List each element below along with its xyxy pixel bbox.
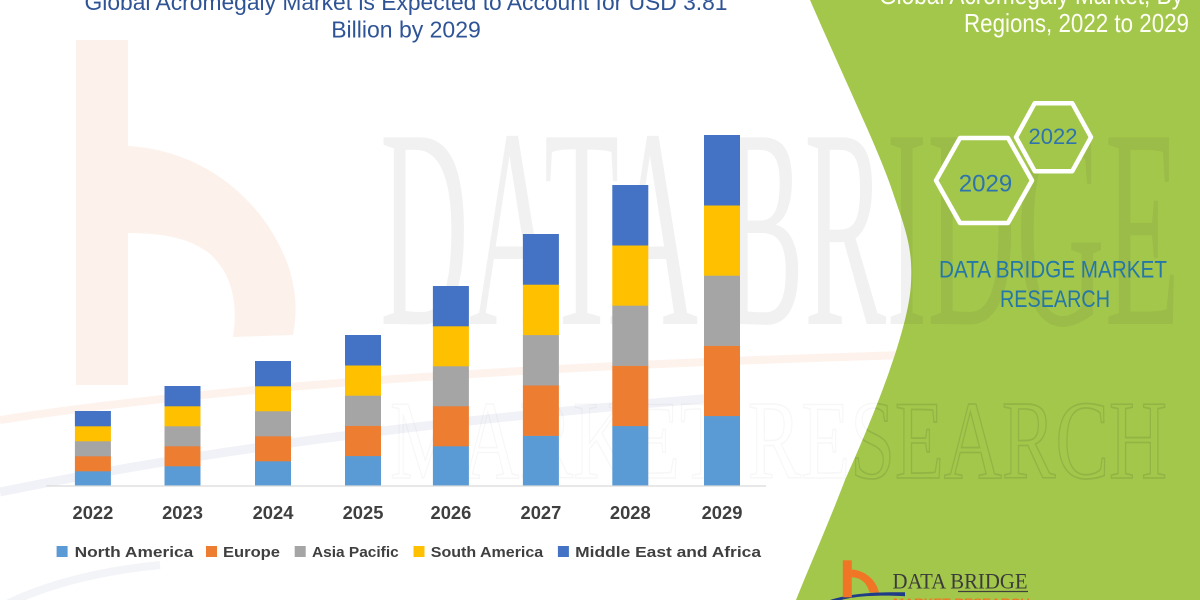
svg-text:2028: 2028 (610, 503, 651, 523)
svg-text:2023: 2023 (162, 503, 203, 523)
svg-text:DATA BRIDGE: DATA BRIDGE (893, 569, 1028, 594)
svg-text:Regions, 2022 to 2029: Regions, 2022 to 2029 (964, 8, 1189, 38)
svg-text:2029: 2029 (959, 171, 1012, 198)
svg-text:Billion by 2029: Billion by 2029 (331, 17, 481, 43)
svg-text:2029: 2029 (702, 503, 743, 523)
svg-text:Global Acromegaly Market is Ex: Global Acromegaly Market is Expected to … (85, 0, 728, 15)
svg-text:RESEARCH: RESEARCH (1000, 286, 1110, 313)
svg-text:2022: 2022 (1029, 124, 1078, 149)
svg-text:North America: North America (75, 544, 194, 561)
svg-text:MARKET RESEARCH: MARKET RESEARCH (893, 597, 1030, 600)
svg-text:2026: 2026 (431, 503, 472, 523)
svg-text:South America: South America (431, 544, 544, 561)
svg-text:2027: 2027 (521, 503, 562, 523)
svg-text:Global Acromegaly Market, By: Global Acromegaly Market, By (879, 0, 1183, 10)
svg-text:2025: 2025 (343, 503, 384, 523)
svg-text:2024: 2024 (253, 503, 294, 523)
svg-text:2022: 2022 (73, 503, 114, 523)
svg-text:MARKET RESEARCH: MARKET RESEARCH (390, 379, 1167, 503)
svg-text:DATA BRIDGE MARKET: DATA BRIDGE MARKET (939, 257, 1167, 284)
svg-text:Asia Pacific: Asia Pacific (312, 544, 399, 561)
svg-text:Middle East and Africa: Middle East and Africa (575, 544, 762, 561)
svg-text:Europe: Europe (223, 544, 280, 561)
